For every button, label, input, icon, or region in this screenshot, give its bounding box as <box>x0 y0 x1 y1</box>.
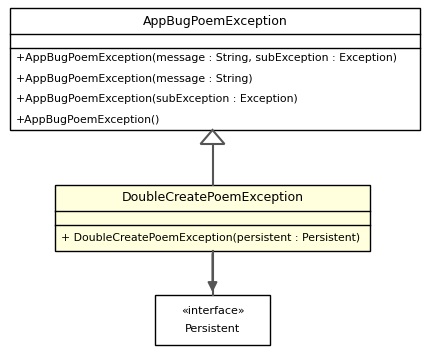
Text: +AppBugPoemException(subException : Exception): +AppBugPoemException(subException : Exce… <box>16 94 298 104</box>
Polygon shape <box>200 130 225 144</box>
Text: + DoubleCreatePoemException(persistent : Persistent): + DoubleCreatePoemException(persistent :… <box>61 233 360 243</box>
Text: +AppBugPoemException(message : String): +AppBugPoemException(message : String) <box>16 74 253 84</box>
Bar <box>10 8 420 130</box>
Text: Persistent: Persistent <box>185 324 240 334</box>
Text: +AppBugPoemException(): +AppBugPoemException() <box>16 115 160 125</box>
Text: «interface»: «interface» <box>181 306 245 316</box>
Bar <box>55 185 370 251</box>
Text: DoubleCreatePoemException: DoubleCreatePoemException <box>121 191 304 205</box>
Text: +AppBugPoemException(message : String, subException : Exception): +AppBugPoemException(message : String, s… <box>16 53 397 63</box>
Bar <box>155 295 270 345</box>
Text: AppBugPoemException: AppBugPoemException <box>143 15 287 27</box>
